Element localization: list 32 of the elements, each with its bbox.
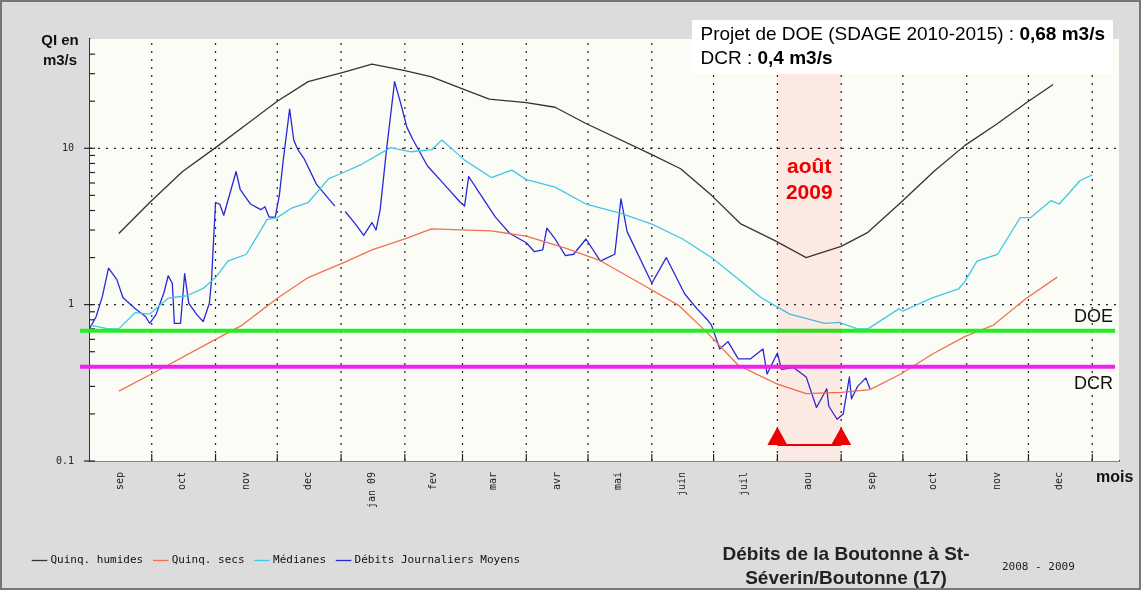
x-tick-label: jan 09 (365, 472, 377, 509)
x-tick-label: mai (612, 472, 624, 491)
x-tick-label: nov (240, 472, 251, 491)
legend-label: Quinq. humides (50, 553, 144, 567)
text: 2008 - 2009 (1002, 560, 1075, 573)
x-tick-label: aou (801, 472, 813, 491)
x-tick-label: juin (676, 472, 688, 497)
x-tick-label: sep (114, 472, 126, 491)
x-tick-label: sep (865, 472, 877, 491)
legend-label: Débits Journaliers Moyens (354, 553, 521, 567)
x-tick-label: oct (176, 472, 188, 491)
legend-label: Quinq. secs (171, 553, 245, 567)
ref-line-label: DCR (1074, 372, 1113, 393)
x-tick-label: juil (738, 472, 750, 497)
annotation: DCR : 0,4 m3/s (700, 46, 834, 70)
x-tick-label: dec (1052, 472, 1064, 491)
x-axis-title: mois (1096, 468, 1134, 486)
y-tick-label: 10 (61, 141, 74, 153)
x-tick-label: fev (427, 472, 439, 491)
band-label: août 2009 (785, 154, 833, 204)
y-tick-label: 0.1 (55, 454, 74, 466)
x-tick-label: mar (486, 472, 498, 491)
legend-label: Médianes (273, 553, 327, 567)
ref-line-label: DOE (1073, 305, 1113, 326)
y-axis-title: QI en m3/s (40, 30, 80, 70)
x-tick-label: dec (301, 472, 313, 491)
annotation: Projet de DOE (SDAGE 2010-2015) : 0,68 m3/s (700, 22, 1105, 46)
x-tick-label: nov (991, 472, 1003, 491)
x-tick-label: avr (550, 472, 562, 491)
y-tick-label: 1 (67, 298, 74, 310)
x-tick-label: oct (927, 472, 939, 491)
text: Débits de la Boutonne à St-Séverin/Boutonne (17) (721, 542, 971, 590)
